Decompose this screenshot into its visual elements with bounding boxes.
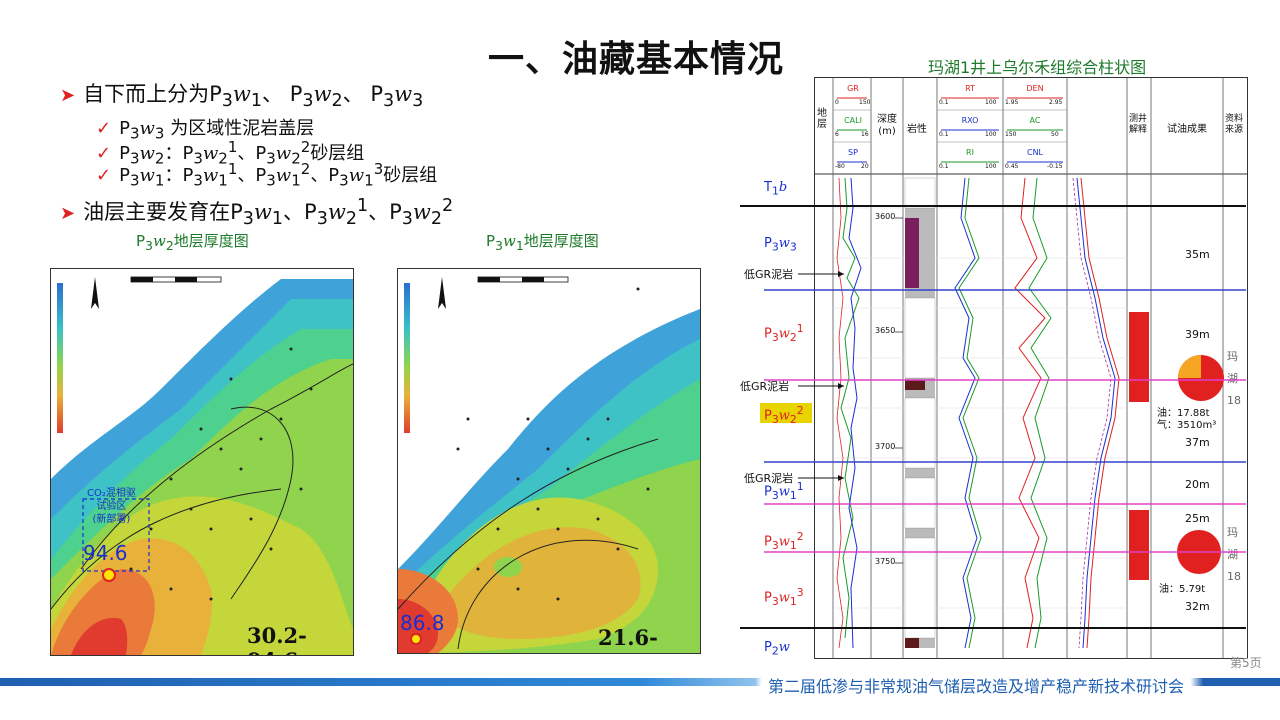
thickness-p3w2-1: 39m bbox=[1185, 328, 1210, 341]
source-2: 玛 湖 18 bbox=[1227, 526, 1241, 583]
source-1: 玛 湖 18 bbox=[1227, 350, 1241, 407]
low-gr-label-1: 低GR泥岩 bbox=[744, 268, 794, 281]
test-result-1: 油：17.88t 气：3510m³ bbox=[1157, 408, 1217, 431]
thickness-p3w3: 35m bbox=[1185, 248, 1210, 261]
zone-t1b: T1b bbox=[764, 180, 788, 198]
left-map-max-value: 94.6 bbox=[83, 541, 128, 565]
highlight-well-icon bbox=[102, 568, 116, 582]
zone-p3w1-3: P3w13 bbox=[764, 586, 804, 608]
rt-min: 0.1 bbox=[939, 99, 949, 106]
den-min: 1.95 bbox=[1005, 99, 1019, 106]
zone-p3w1-1: P3w11 bbox=[764, 480, 804, 502]
curve-den-label: DEN bbox=[1026, 84, 1044, 93]
footer-text: 第二届低渗与非常规油气储层改造及增产稳产新技术研讨会 bbox=[764, 673, 1189, 697]
cnl-max: -0.15 bbox=[1047, 163, 1063, 170]
thickness-p3w1-1: 20m bbox=[1185, 478, 1210, 491]
left-map-label: P3w2地层厚度图 bbox=[136, 232, 249, 253]
depth-3600: 3600 bbox=[875, 212, 896, 221]
ac-min: 150 bbox=[1005, 131, 1017, 138]
cali-max: 16 bbox=[861, 131, 869, 138]
footer-bar bbox=[0, 678, 1280, 686]
header-source: 资料来源 bbox=[1225, 114, 1244, 135]
header-interp: 测井解释 bbox=[1129, 114, 1148, 135]
ri-min: 0.1 bbox=[939, 163, 949, 170]
curve-sp-label: SP bbox=[848, 148, 858, 157]
sub-bullet-p3w3: ✓ P3w3 为区域性泥岩盖层 bbox=[96, 118, 315, 143]
composite-log-chart: 地层 深度(m) 岩性 测井解释 试油成果 资料来源 GR CALI SP RT… bbox=[814, 77, 1248, 659]
left-thickness-map: CO₂混相驱 试验区 (新部署) 94.6 30.2-94.6 bbox=[50, 268, 354, 656]
highlight-well-icon bbox=[410, 633, 422, 645]
cnl-min: 0.45 bbox=[1005, 163, 1019, 170]
curve-rt-label: RT bbox=[965, 84, 975, 93]
low-gr-label-3: 低GR泥岩 bbox=[744, 472, 794, 485]
depth-3750: 3750 bbox=[875, 557, 896, 566]
checkmark-icon: ✓ bbox=[96, 118, 112, 139]
curve-ac-label: AC bbox=[1029, 116, 1041, 125]
left-map-range: 30.2-94.6 bbox=[247, 623, 307, 655]
rt-max: 100 bbox=[985, 99, 997, 106]
arrow-bullet-icon: ➤ bbox=[60, 203, 76, 224]
sub-bullet-p3w2: ✓ P3w2：P3w21、P3w22砂层组 bbox=[96, 138, 365, 168]
header-depth: 深度(m) bbox=[877, 114, 897, 137]
sp-min: -80 bbox=[835, 163, 845, 170]
depth-3700: 3700 bbox=[875, 442, 896, 451]
right-map-range: 21.6-86.8 bbox=[598, 625, 658, 653]
thickness-p3w1-3: 32m bbox=[1185, 600, 1210, 613]
zone-p3w3: P3w3 bbox=[764, 236, 797, 254]
gr-min: 0 bbox=[835, 99, 839, 106]
bullet-formation-order: ➤ 自下而上分为P3w1、 P3w2、 P3w3 bbox=[60, 82, 424, 112]
ri-max: 100 bbox=[985, 163, 997, 170]
arrow-bullet-icon: ➤ bbox=[60, 85, 76, 106]
curve-gr-label: GR bbox=[847, 84, 859, 93]
rxo-max: 100 bbox=[985, 131, 997, 138]
page-number: 第5页 bbox=[1230, 656, 1262, 670]
header-lith: 岩性 bbox=[907, 124, 927, 135]
zone-p2w: P2w bbox=[764, 640, 790, 658]
header-strata: 地层 bbox=[817, 108, 827, 130]
header-test: 试油成果 bbox=[1167, 124, 1207, 135]
right-map-graphic bbox=[398, 269, 700, 653]
gr-max: 150 bbox=[859, 99, 871, 106]
test-result-2: 油：5.79t bbox=[1159, 584, 1206, 595]
sub-bullet-p3w1: ✓ P3w1：P3w11、P3w12、P3w13砂层组 bbox=[96, 160, 438, 190]
right-thickness-map: 86.8 21.6-86.8 bbox=[397, 268, 701, 654]
curve-cnl-label: CNL bbox=[1026, 148, 1044, 157]
north-arrow-icon bbox=[438, 277, 446, 309]
bullet-oil-layers: ➤ 油层主要发育在P3w1、P3w21、P3w22 bbox=[60, 196, 454, 230]
thickness-p3w2-2: 37m bbox=[1185, 436, 1210, 449]
zone-p3w2-1: P3w21 bbox=[764, 322, 804, 344]
ac-max: 50 bbox=[1051, 131, 1059, 138]
slide-title: 一、油藏基本情况 bbox=[488, 39, 785, 80]
sp-max: 20 bbox=[861, 163, 869, 170]
zone-p3w2-2: P3w22 bbox=[764, 404, 804, 426]
north-arrow-icon bbox=[91, 277, 99, 309]
den-max: 2.95 bbox=[1049, 99, 1063, 106]
log-chart-title: 玛湖1井上乌尔禾组综合柱状图 bbox=[928, 58, 1147, 77]
test-area-label: CO₂混相驱 试验区 (新部署) bbox=[87, 488, 136, 525]
checkmark-icon: ✓ bbox=[96, 143, 112, 164]
curve-ri-label: RI bbox=[966, 148, 974, 157]
checkmark-icon: ✓ bbox=[96, 165, 112, 186]
cali-min: 6 bbox=[835, 131, 839, 138]
left-map-graphic bbox=[51, 269, 353, 655]
low-gr-label-2: 低GR泥岩 bbox=[740, 380, 790, 393]
log-chart-graphic bbox=[815, 78, 1247, 658]
rxo-min: 0.1 bbox=[939, 131, 949, 138]
curve-cali-label: CALI bbox=[844, 116, 862, 125]
right-map-max-value: 86.8 bbox=[400, 611, 445, 635]
zone-p3w1-2: P3w12 bbox=[764, 530, 804, 552]
depth-3650: 3650 bbox=[875, 326, 896, 335]
right-map-label: P3w1地层厚度图 bbox=[486, 232, 599, 253]
curve-rxo-label: RXO bbox=[961, 116, 979, 125]
thickness-p3w1-2: 25m bbox=[1185, 512, 1210, 525]
